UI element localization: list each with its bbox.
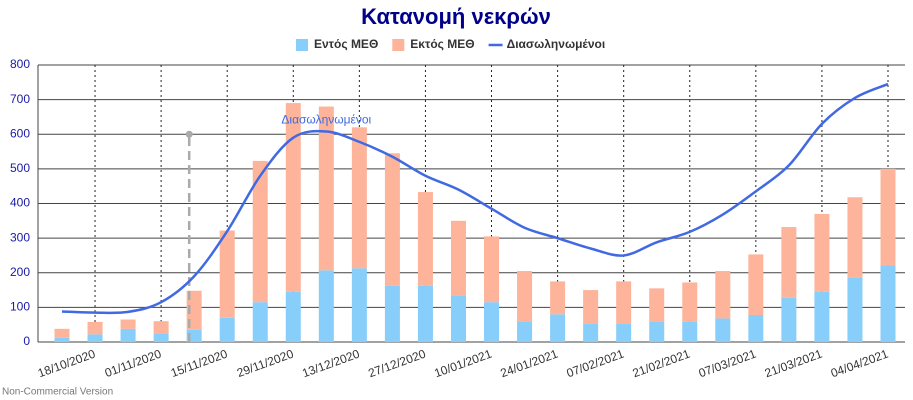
- bar: [417, 285, 433, 342]
- x-tick-label: 07/03/2021: [697, 347, 759, 381]
- bar: [285, 291, 301, 342]
- bar: [54, 328, 70, 338]
- x-tick-label: 10/01/2021: [432, 347, 494, 381]
- bar: [715, 318, 731, 342]
- legend-label: Εντός ΜΕΘ: [314, 37, 378, 51]
- bar: [351, 268, 367, 342]
- legend-swatch: [296, 39, 308, 51]
- bar: [517, 321, 533, 342]
- y-tick-label: 600: [10, 126, 30, 140]
- x-tick-label: 21/02/2021: [631, 347, 693, 381]
- x-tick-label: 07/02/2021: [565, 347, 627, 381]
- y-tick-label: 100: [10, 300, 30, 314]
- y-tick-label: 300: [10, 230, 30, 244]
- line: [61, 82, 889, 315]
- bar: [219, 230, 235, 318]
- bar: [450, 295, 466, 342]
- bar: [781, 297, 797, 342]
- legend-label: Εκτός ΜΕΘ: [410, 37, 474, 51]
- bar: [748, 314, 764, 342]
- y-tick-label: 200: [10, 265, 30, 279]
- x-tick-label: 13/12/2020: [300, 347, 362, 381]
- bar: [318, 106, 334, 271]
- x-tick-label: 21/03/2021: [763, 347, 825, 381]
- bar: [252, 302, 268, 342]
- bar: [550, 314, 566, 342]
- y-tick-label: 500: [10, 161, 30, 175]
- bar: [814, 291, 830, 342]
- x-tick-label: 18/10/2020: [36, 347, 98, 381]
- legend-label: Διασωληνωμένοι: [507, 37, 606, 51]
- bar: [450, 220, 466, 296]
- bar: [616, 323, 632, 342]
- bar: [285, 103, 301, 292]
- bar: [847, 197, 863, 278]
- x-tick-label: 24/01/2021: [498, 347, 560, 381]
- bar: [252, 160, 268, 303]
- bar: [847, 277, 863, 342]
- bar: [384, 153, 400, 286]
- bar: [484, 302, 500, 342]
- x-tick-label: 15/11/2020: [169, 347, 230, 381]
- bar: [384, 285, 400, 342]
- y-tick-label: 400: [10, 196, 30, 210]
- bar: [880, 168, 896, 266]
- bar: [682, 282, 698, 322]
- bar: [484, 236, 500, 303]
- x-tick-label: 27/12/2020: [366, 347, 428, 381]
- x-tick-label: 04/04/2021: [829, 347, 891, 381]
- x-tick-label: 29/11/2020: [235, 347, 296, 381]
- bar: [583, 323, 599, 342]
- x-tick-label: 01/11/2020: [103, 347, 164, 381]
- bar: [781, 227, 797, 298]
- watermark: Non-Commercial Version: [2, 387, 113, 398]
- y-tick-label: 0: [23, 334, 30, 348]
- bar: [120, 328, 136, 342]
- legend-swatch: [392, 39, 405, 51]
- bar: [649, 288, 665, 322]
- bar: [54, 337, 70, 342]
- bar: [880, 265, 896, 342]
- reference-point: [185, 130, 193, 138]
- bar: [351, 127, 367, 269]
- bar: [682, 321, 698, 342]
- bar: [517, 271, 533, 322]
- bar: [153, 333, 169, 342]
- legend: Εντός ΜΕΘ Εκτός ΜΕΘ Διασωληνωμένοι: [296, 37, 605, 51]
- bar: [583, 290, 599, 324]
- bar: [318, 270, 334, 342]
- bar: [153, 321, 169, 334]
- bar: [120, 319, 136, 329]
- bar: [616, 281, 632, 324]
- y-tick-label: 800: [10, 57, 30, 71]
- bar: [219, 317, 235, 342]
- bar: [715, 271, 731, 319]
- bar: [550, 281, 566, 315]
- y-tick-label: 700: [10, 92, 30, 106]
- bar: [417, 192, 433, 286]
- bar: [814, 213, 830, 292]
- bar: [649, 321, 665, 342]
- annotation: Διασωληνωμένοι: [281, 113, 371, 127]
- bar: [87, 334, 103, 342]
- bar: [748, 254, 764, 315]
- chart-title: Κατανομή νεκρών: [361, 4, 551, 29]
- bar: [87, 321, 103, 335]
